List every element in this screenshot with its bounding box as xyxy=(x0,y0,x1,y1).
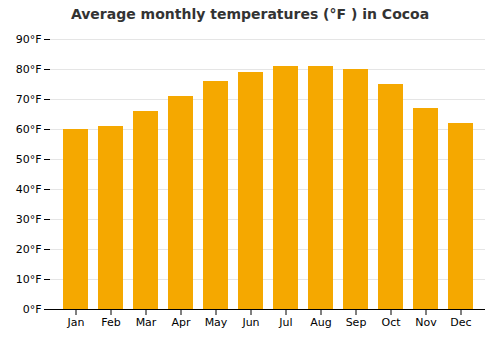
svg-text:Oct: Oct xyxy=(381,316,401,329)
svg-text:Mar: Mar xyxy=(136,316,157,329)
svg-text:Jun: Jun xyxy=(241,316,259,329)
svg-text:May: May xyxy=(205,316,228,329)
svg-text:90°F: 90°F xyxy=(16,33,42,46)
svg-text:50°F: 50°F xyxy=(16,153,42,166)
svg-text:Dec: Dec xyxy=(450,316,471,329)
svg-text:Feb: Feb xyxy=(101,316,120,329)
svg-text:Nov: Nov xyxy=(415,316,437,329)
svg-text:80°F: 80°F xyxy=(16,63,42,76)
svg-text:Aug: Aug xyxy=(310,316,331,329)
html-text:Average monthly temperatures (: Average monthly temperatures (°F ) in Co… xyxy=(70,6,430,22)
svg-text:Jul: Jul xyxy=(278,316,292,329)
svg-text:Jan: Jan xyxy=(67,316,85,329)
svg-text:20°F: 20°F xyxy=(16,243,42,256)
svg-text:60°F: 60°F xyxy=(16,123,42,136)
svg-text:30°F: 30°F xyxy=(16,213,42,226)
svg-text:10°F: 10°F xyxy=(16,273,42,286)
svg-text:Apr: Apr xyxy=(171,316,191,329)
svg-text:0°F: 0°F xyxy=(23,303,42,316)
svg-text:Sep: Sep xyxy=(346,316,367,329)
svg-text:70°F: 70°F xyxy=(16,93,42,106)
svg-text:40°F: 40°F xyxy=(16,183,42,196)
